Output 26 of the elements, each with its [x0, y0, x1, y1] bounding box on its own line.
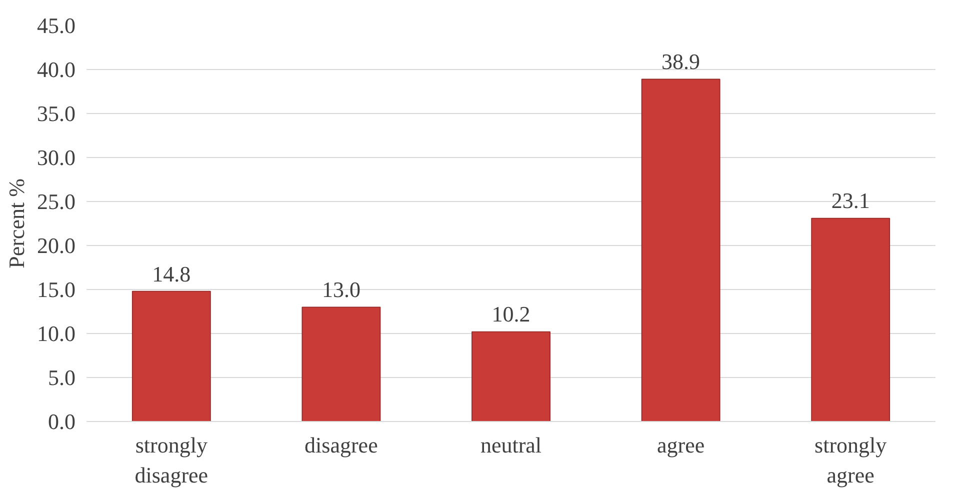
data-label: 14.8: [152, 261, 191, 286]
bar: [132, 290, 211, 422]
bar: [302, 306, 381, 422]
data-label: 38.9: [662, 49, 700, 74]
y-tick-label: 30.0: [37, 145, 76, 170]
x-tick-label: strongly disagree: [134, 432, 208, 488]
x-tick-label: neutral: [480, 432, 542, 458]
y-tick-label: 10.0: [37, 321, 76, 346]
y-tick-label: 40.0: [37, 57, 76, 82]
y-axis-title: Percent %: [4, 178, 29, 268]
x-tick-label: agree: [656, 432, 705, 458]
y-tick-label: 0.0: [48, 409, 76, 434]
data-label: 23.1: [831, 188, 870, 214]
bar: [641, 78, 720, 422]
y-tick-label: 35.0: [37, 101, 76, 126]
y-tick-label: 20.0: [37, 233, 76, 258]
y-tick-label: 45.0: [37, 13, 76, 38]
x-tick-label: disagree: [304, 432, 378, 458]
x-tick-label: strongly agree: [814, 432, 887, 488]
y-tick-label: 25.0: [37, 189, 76, 214]
bar: [811, 218, 890, 422]
y-tick-label: 15.0: [37, 277, 76, 302]
y-tick-label: 5.0: [48, 365, 76, 390]
data-label: 13.0: [322, 277, 360, 302]
bar: [472, 331, 550, 422]
data-label: 10.2: [492, 302, 530, 327]
